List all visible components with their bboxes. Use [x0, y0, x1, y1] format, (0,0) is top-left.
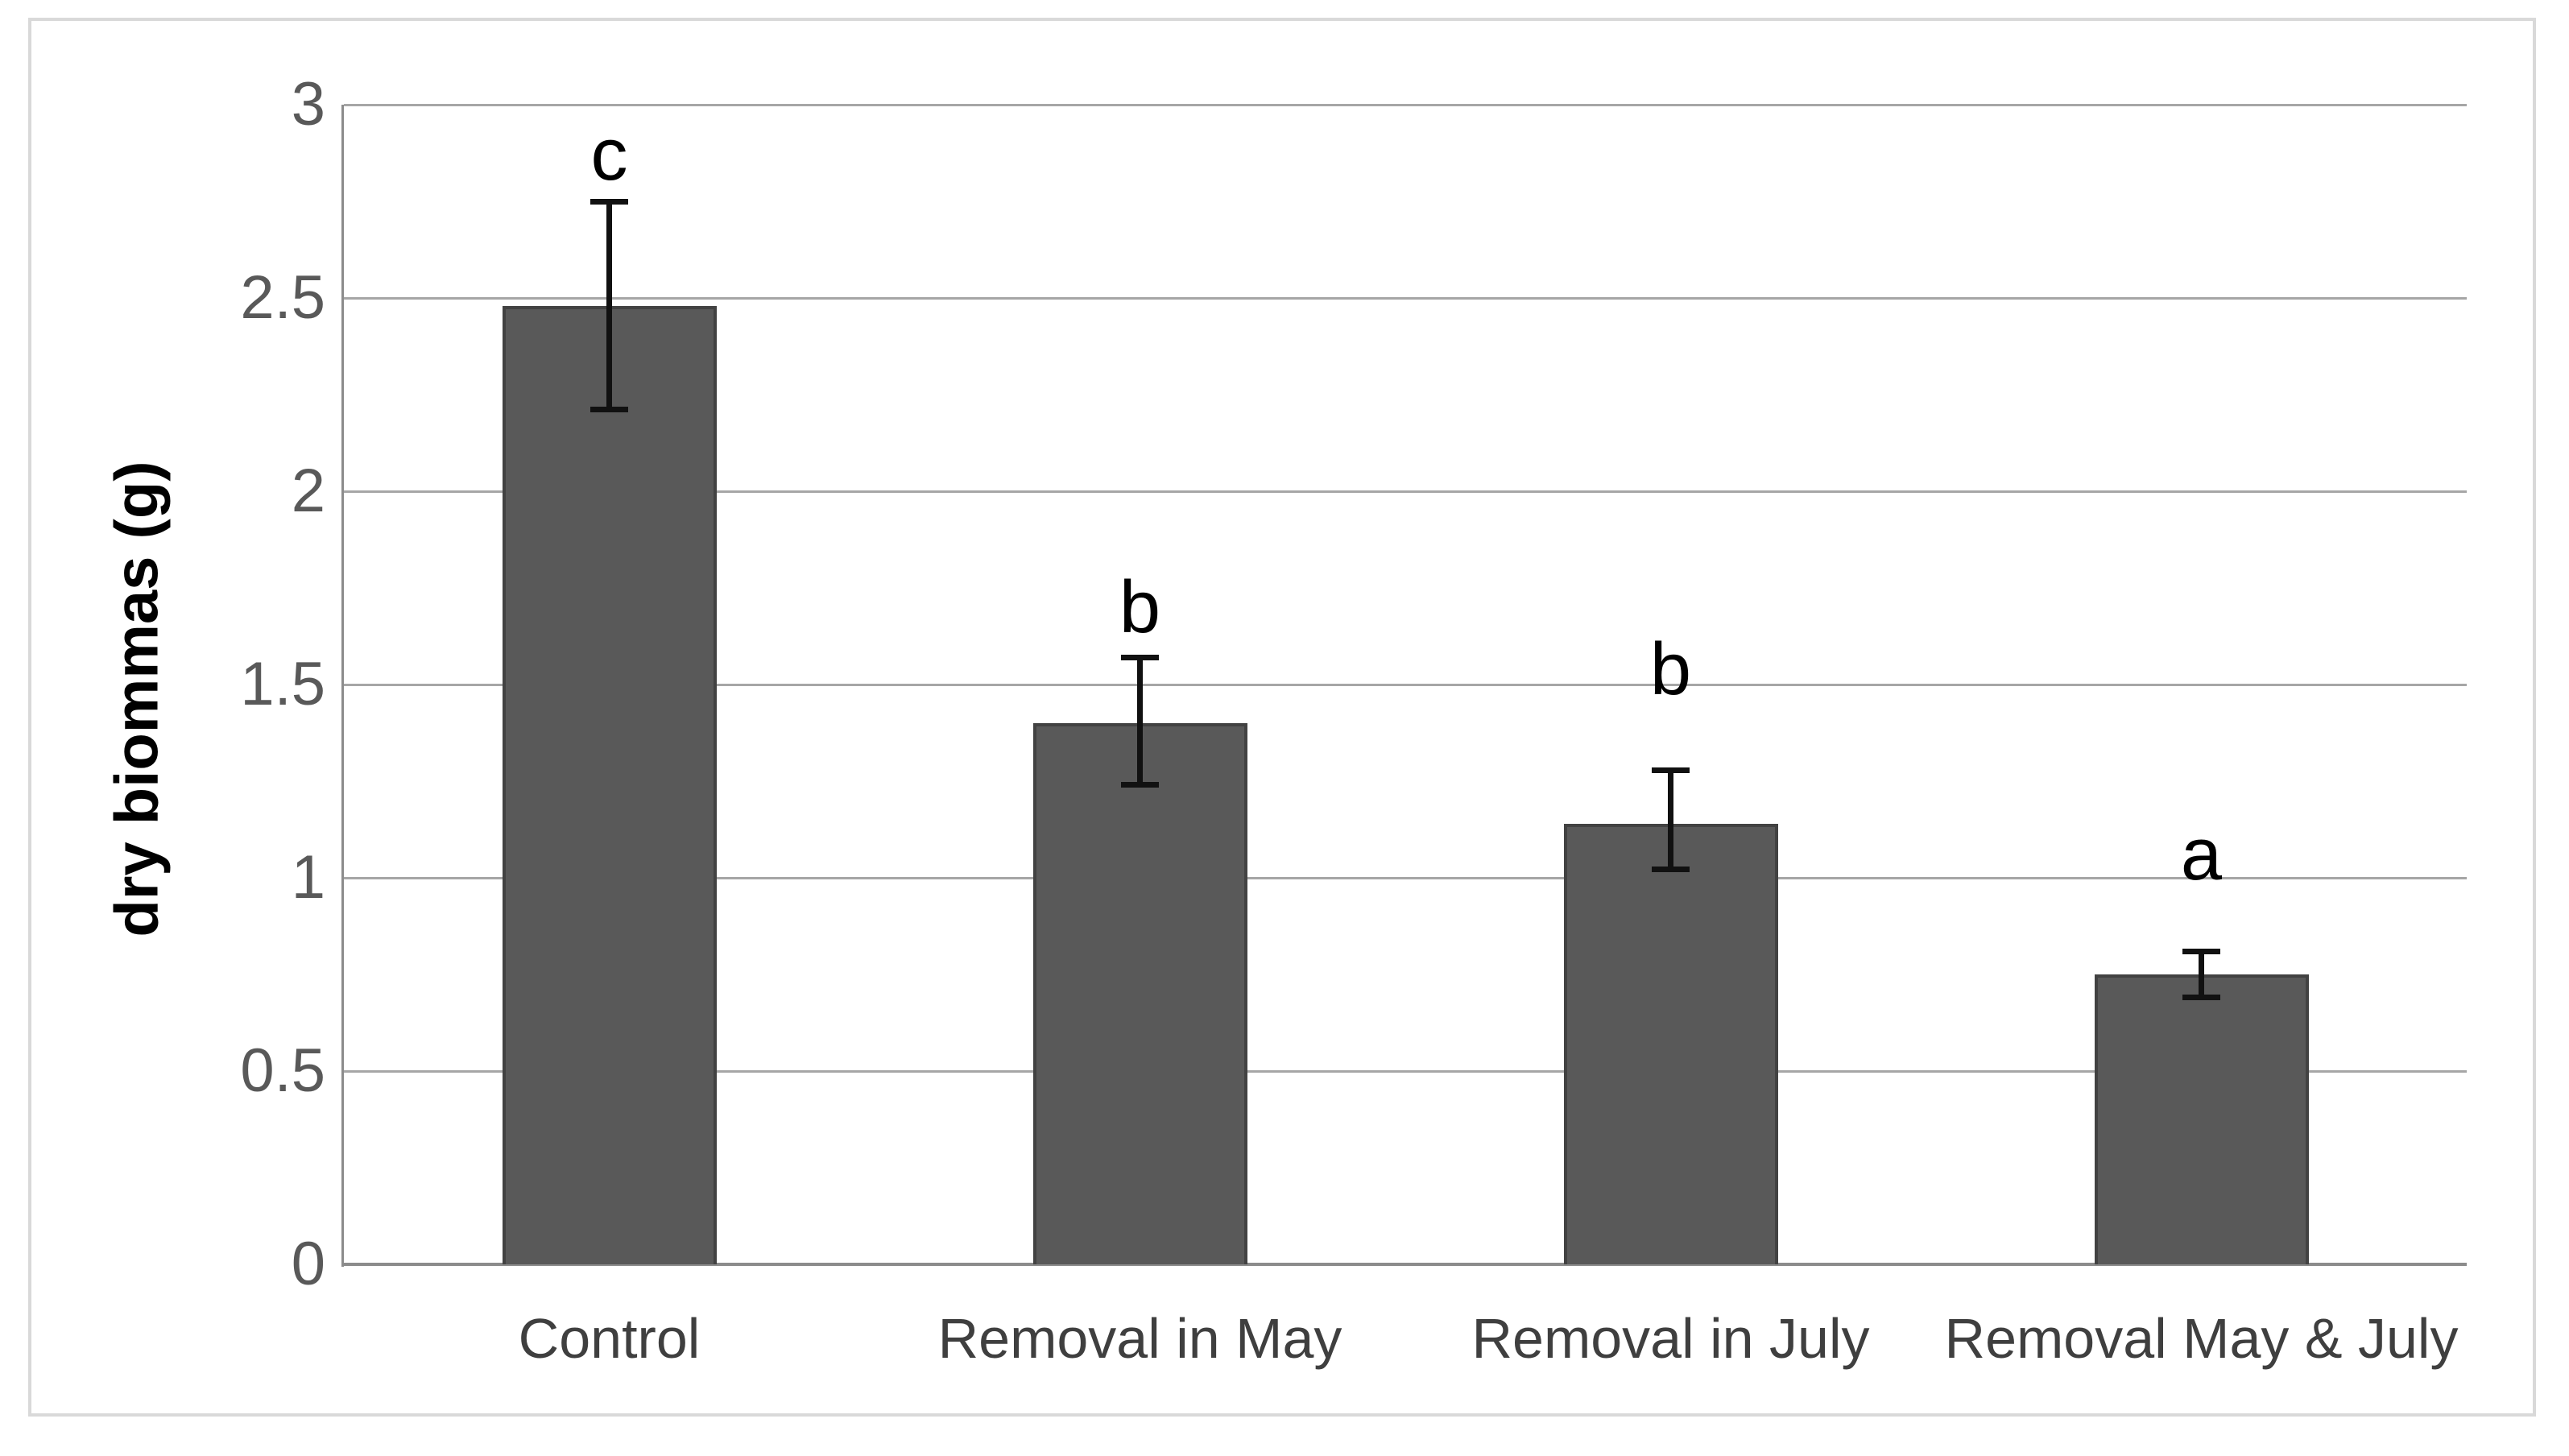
error-bar [1137, 657, 1143, 785]
y-axis-tick-label: 1 [291, 843, 325, 912]
bar-removal-in-july [1563, 823, 1778, 1264]
error-bar-top-cap [1121, 655, 1159, 661]
y-axis-tick-label: 0 [291, 1230, 325, 1298]
error-bar-bottom-cap [1121, 781, 1159, 788]
error-bar [606, 201, 612, 411]
y-axis-tick-label: 2.5 [240, 263, 325, 332]
y-axis-tick-label: 1.5 [240, 650, 325, 718]
error-bar [1668, 769, 1673, 871]
y-axis-tick-label: 0.5 [240, 1036, 325, 1105]
significance-letter: b [1649, 627, 1692, 710]
y-axis-tick-label: 2 [291, 457, 325, 525]
significance-letter: b [1119, 566, 1161, 648]
plot-area: c b b a [341, 104, 2467, 1267]
x-axis-category-label: Removal in July [1471, 1307, 1870, 1370]
gridline [344, 104, 2467, 106]
gridline [344, 490, 2467, 493]
gridline [344, 1070, 2467, 1073]
error-bar [2199, 951, 2204, 998]
bar-removal-may-july [2094, 974, 2309, 1264]
gridline [344, 297, 2467, 300]
significance-letter: c [590, 114, 628, 196]
error-bar-top-cap [2182, 949, 2220, 955]
x-axis-line [341, 1263, 2467, 1266]
error-bar-bottom-cap [590, 407, 628, 413]
gridline [344, 684, 2467, 686]
error-bar-top-cap [590, 199, 628, 205]
bar-removal-in-may [1032, 723, 1247, 1264]
bar-control [502, 305, 717, 1264]
y-axis-line [341, 105, 344, 1267]
error-bar-bottom-cap [1652, 867, 1690, 873]
error-bar-bottom-cap [2182, 994, 2220, 1000]
x-axis-category-label: Removal May & July [1944, 1307, 2459, 1370]
y-axis-tick-label: 3 [291, 70, 325, 139]
x-axis-category-label: Removal in May [937, 1307, 1342, 1370]
significance-letter: a [2180, 813, 2223, 896]
x-axis-category-label: Control [518, 1307, 701, 1370]
gridline [344, 877, 2467, 879]
error-bar-top-cap [1652, 767, 1690, 773]
